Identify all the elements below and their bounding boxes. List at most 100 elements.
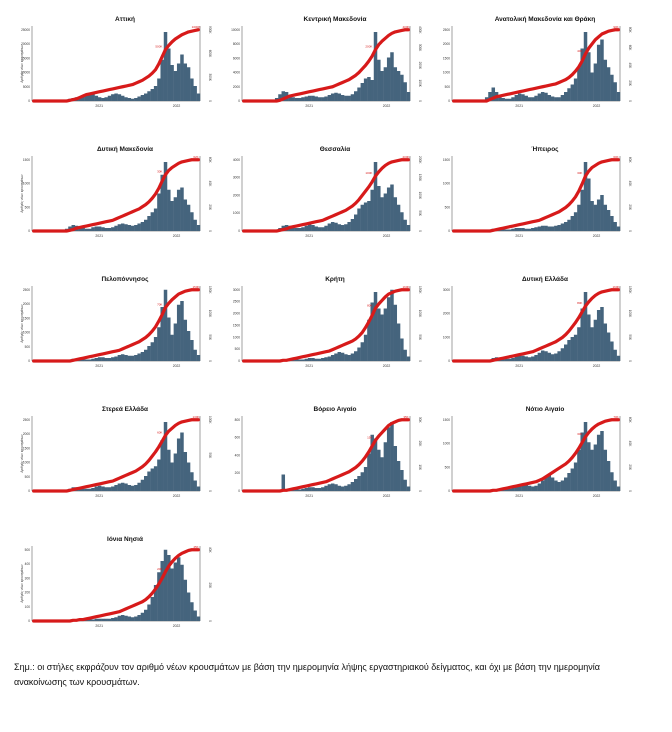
- bar: [173, 562, 178, 621]
- chart-svg: 0 500 1000 1500 2000 2500 0 20K 40K 60K 80K 2021 202…: [443, 25, 632, 108]
- bar: [190, 340, 194, 361]
- x-tick-label: 2021: [95, 624, 103, 628]
- bar: [540, 350, 545, 361]
- bar: [193, 610, 197, 621]
- bar: [570, 337, 575, 361]
- y-tick-label: 2000: [233, 85, 240, 89]
- bar: [406, 92, 411, 101]
- y-right-tick-label: 40K: [628, 441, 632, 448]
- bar: [144, 476, 148, 491]
- bar: [81, 359, 85, 361]
- bar: [531, 356, 535, 361]
- bar: [153, 585, 158, 621]
- bar: [367, 319, 371, 361]
- y-tick-label: 2000: [443, 42, 450, 46]
- chart-title: Αττική: [115, 16, 135, 23]
- bar: [153, 466, 158, 491]
- bar: [101, 227, 105, 231]
- y-tick-label: 1500: [443, 158, 450, 162]
- bar: [307, 224, 312, 231]
- bar: [120, 354, 125, 361]
- bar: [317, 358, 322, 361]
- bar: [186, 204, 191, 231]
- bar: [160, 561, 164, 621]
- bar: [577, 67, 581, 101]
- bar: [593, 444, 598, 491]
- bar: [124, 97, 128, 101]
- chart-svg: 0 500 1000 1500 2000 2500 0 50K 100K Αριθμός νέων…: [20, 415, 212, 498]
- regional-charts-grid: Αττική 0 5000 10000 15000 20000 25000 0 300K 600K…: [20, 16, 632, 628]
- bar: [157, 459, 161, 491]
- bar: [101, 618, 105, 621]
- y-right-tick-label: 30K: [418, 417, 422, 424]
- data-label: 40K: [577, 49, 582, 53]
- bar: [193, 86, 197, 101]
- bar: [573, 334, 578, 361]
- cumulative-line: [242, 28, 410, 103]
- bar: [173, 197, 178, 231]
- data-label: 62K: [193, 155, 198, 159]
- bar: [140, 95, 145, 101]
- y-tick-label: 0: [448, 489, 450, 493]
- bar: [547, 95, 552, 101]
- bar: [163, 32, 168, 101]
- bar: [580, 308, 584, 361]
- bar: [537, 226, 542, 231]
- bar: [196, 486, 201, 491]
- bar: [380, 71, 384, 101]
- bar: [570, 216, 575, 231]
- bar: [534, 485, 538, 491]
- bar: [157, 78, 161, 101]
- bar: [163, 549, 168, 621]
- bar: [281, 91, 286, 101]
- bar: [324, 357, 328, 361]
- y-right-tick-label: 900K: [208, 26, 212, 34]
- y-tick-label: 0: [238, 359, 240, 363]
- bar: [600, 195, 604, 231]
- y-right-tick-label: 600K: [208, 50, 212, 58]
- bar: [531, 228, 535, 231]
- cumulative-line: [32, 158, 200, 233]
- bar: [350, 219, 355, 231]
- y-tick-label: 0: [28, 359, 30, 363]
- bar: [564, 92, 568, 101]
- x-tick-label: 2021: [305, 364, 313, 368]
- chart-title: Κεντρική Μακεδονία: [303, 16, 367, 23]
- y-tick-label: 1000: [443, 182, 450, 186]
- bar: [91, 358, 95, 361]
- x-tick-label: 2022: [383, 104, 391, 108]
- bar: [114, 485, 118, 491]
- bar: [170, 65, 174, 101]
- y-tick-label: 0: [448, 99, 450, 103]
- chart-title: Στερεά Ελλάδα: [101, 406, 149, 413]
- y-right-tick-label: 200K: [418, 62, 422, 70]
- bar: [383, 193, 388, 231]
- bar: [94, 358, 99, 361]
- bar: [380, 457, 384, 491]
- bar: [307, 95, 312, 101]
- y-axis-label: Αριθμός νέων κρουσμάτων: [20, 44, 24, 83]
- bar: [144, 349, 148, 361]
- bar: [167, 449, 171, 491]
- bar: [140, 479, 145, 491]
- bar: [337, 485, 342, 491]
- bar: [373, 292, 378, 361]
- bar: [373, 32, 378, 101]
- y-axis-label: Αριθμός νέων κρουσμάτων: [20, 564, 24, 603]
- y-right-tick-label: 200K: [418, 156, 422, 164]
- bar: [514, 486, 519, 491]
- bar: [354, 351, 358, 361]
- x-tick-label: 2022: [383, 494, 391, 498]
- y-right-tick-label: 300K: [418, 44, 422, 52]
- y-right-tick-label: 60K: [628, 45, 632, 52]
- bar: [406, 356, 411, 361]
- bar: [327, 95, 332, 101]
- y-tick-label: 2500: [23, 418, 30, 422]
- bar: [504, 229, 509, 231]
- bar: [577, 327, 581, 361]
- bar: [544, 92, 548, 101]
- y-right-tick-label: 40K: [208, 547, 212, 554]
- bar: [567, 340, 571, 361]
- bar: [334, 92, 338, 101]
- bar: [350, 353, 355, 361]
